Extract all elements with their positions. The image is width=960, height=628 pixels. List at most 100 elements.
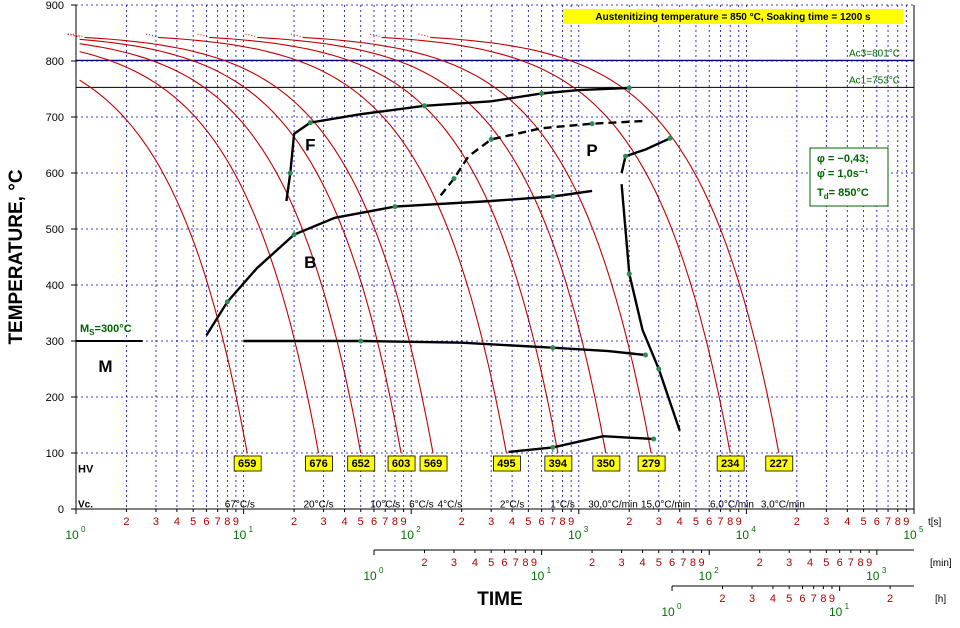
time-axis-minor-label: 2 — [757, 557, 763, 569]
ms-label: MS=300°C — [80, 323, 132, 337]
y-tick-label: 0 — [58, 504, 64, 516]
cooling-curve-2 — [79, 51, 320, 454]
time-axis-minor-label: 6 — [203, 516, 209, 528]
transformation-point — [392, 204, 398, 210]
transformation-point — [550, 194, 556, 200]
ac1-label: Ac1=753°C — [849, 75, 900, 86]
cooling-rate-label: 20°C/s — [303, 499, 333, 510]
time-axis-minor-label: 9 — [531, 557, 537, 569]
time-axis-minor-label: 3 — [619, 557, 625, 569]
transformation-point — [626, 85, 632, 91]
cooling-curve-start — [67, 33, 80, 38]
phase-label-P: P — [586, 141, 597, 160]
transformation-point — [488, 136, 494, 142]
transformation-point — [623, 153, 629, 159]
hardness-box — [544, 455, 573, 472]
hardness-value: 659 — [238, 458, 256, 470]
time-axis-major-label: 10 — [531, 569, 545, 583]
time-axis-minor-label: 4 — [807, 557, 813, 569]
time-axis-major-label: 10 — [866, 569, 880, 583]
cooling-curve-3 — [79, 43, 362, 454]
time-axis-major-label: 10 — [903, 528, 917, 542]
time-axis-minor-label: 4 — [509, 516, 515, 528]
time-axis-major-exponent: 3 — [584, 525, 589, 534]
time-axis-minor-label: 2 — [794, 516, 800, 528]
cooling-curve-start — [418, 33, 431, 38]
time-axis-minor-label: 4 — [639, 557, 645, 569]
hardness-value: 652 — [352, 458, 370, 470]
time-axis-minor-label: 3 — [451, 557, 457, 569]
time-axis-minor-label: 8 — [858, 557, 864, 569]
params-box — [809, 147, 889, 207]
transformation-point — [550, 345, 556, 351]
time-axis-minor-label: 7 — [848, 557, 854, 569]
x-axis-label: TIME — [477, 589, 522, 610]
time-axis-minor-label: 4 — [677, 516, 683, 528]
time-axis-minor-label: 5 — [823, 557, 829, 569]
time-axis-minor-label: 7 — [215, 516, 221, 528]
cooling-rate-label: 67°C/s — [225, 499, 255, 510]
time-axis-major-label: 10 — [699, 569, 713, 583]
cooling-curve-8 — [257, 36, 607, 454]
hardness-box — [493, 455, 521, 472]
y-tick-label: 300 — [46, 336, 64, 348]
time-axis-major-label: 10 — [568, 528, 582, 542]
hv-label: HV — [78, 464, 94, 476]
cooling-rate-label: 6°C/s — [409, 499, 434, 510]
hardness-value: 495 — [497, 458, 515, 470]
time-axis-minor-label: 5 — [358, 516, 364, 528]
time-axis-minor-label: 2 — [123, 516, 129, 528]
transformation-point — [667, 135, 673, 141]
hardness-box — [765, 455, 794, 472]
time-axis-minor-label: 7 — [680, 557, 686, 569]
cooling-rate-label: 1°C/s — [550, 499, 575, 510]
time-axis-minor-label: 6 — [706, 516, 712, 528]
hardness-box — [233, 455, 262, 472]
transformation-point — [291, 232, 297, 238]
hardness-value: 279 — [642, 458, 660, 470]
time-axis-minor-label: 2 — [421, 557, 427, 569]
transformation-point — [642, 352, 648, 358]
time-axis-minor-label: 9 — [400, 516, 406, 528]
time-axis-major-label: 10 — [736, 528, 750, 542]
hardness-box — [419, 455, 448, 472]
time-axis-minor-label: 8 — [895, 516, 901, 528]
transformation-point — [539, 90, 545, 96]
time-axis-minor-label: 4 — [844, 516, 850, 528]
time-axis-major-label: 10 — [829, 605, 843, 619]
time-axis-minor-label: 8 — [224, 516, 230, 528]
phase-label-B: B — [304, 253, 316, 272]
time-axis-minor-label: 5 — [860, 516, 866, 528]
time-axis-minor-label: 8 — [727, 516, 733, 528]
hardness-value: 569 — [424, 458, 442, 470]
time-axis-major-label: 10 — [65, 528, 79, 542]
y-tick-label: 200 — [46, 392, 64, 404]
time-axis-minor-label: 8 — [690, 557, 696, 569]
y-tick-label: 700 — [46, 112, 64, 124]
time-axis-minor-label: 6 — [539, 516, 545, 528]
transformation-point — [651, 436, 657, 442]
cooling-curve-7 — [209, 36, 559, 454]
cooling-curve-10 — [381, 36, 731, 454]
hardness-box — [305, 455, 333, 472]
time-axis-minor-label: 8 — [820, 593, 826, 605]
time-axis-minor-label: 7 — [550, 516, 556, 528]
transformation-point — [626, 271, 632, 277]
time-axis-minor-label: 6 — [501, 557, 507, 569]
time-axis-minor-label: 4 — [472, 557, 478, 569]
transformation-ferrite-start — [285, 86, 630, 202]
time-axis-major-exponent: 2 — [714, 566, 719, 575]
y-tick-label: 800 — [46, 56, 64, 68]
transformation-point — [589, 121, 595, 127]
time-axis-minor-label: 2 — [626, 516, 632, 528]
time-axis-minor-label: 5 — [488, 557, 494, 569]
time-axis-minor-label: 7 — [717, 516, 723, 528]
cooling-rate-label: 3,0°C/min — [761, 499, 805, 510]
time-axis-major-exponent: 0 — [677, 602, 682, 611]
transformation-pearlite-finish — [620, 184, 681, 431]
time-axis-minor-label: 2 — [719, 593, 725, 605]
time-axis-minor-label: 7 — [513, 557, 519, 569]
time-axis-minor-label: 9 — [903, 516, 909, 528]
time-axis-minor-label: 4 — [174, 516, 180, 528]
